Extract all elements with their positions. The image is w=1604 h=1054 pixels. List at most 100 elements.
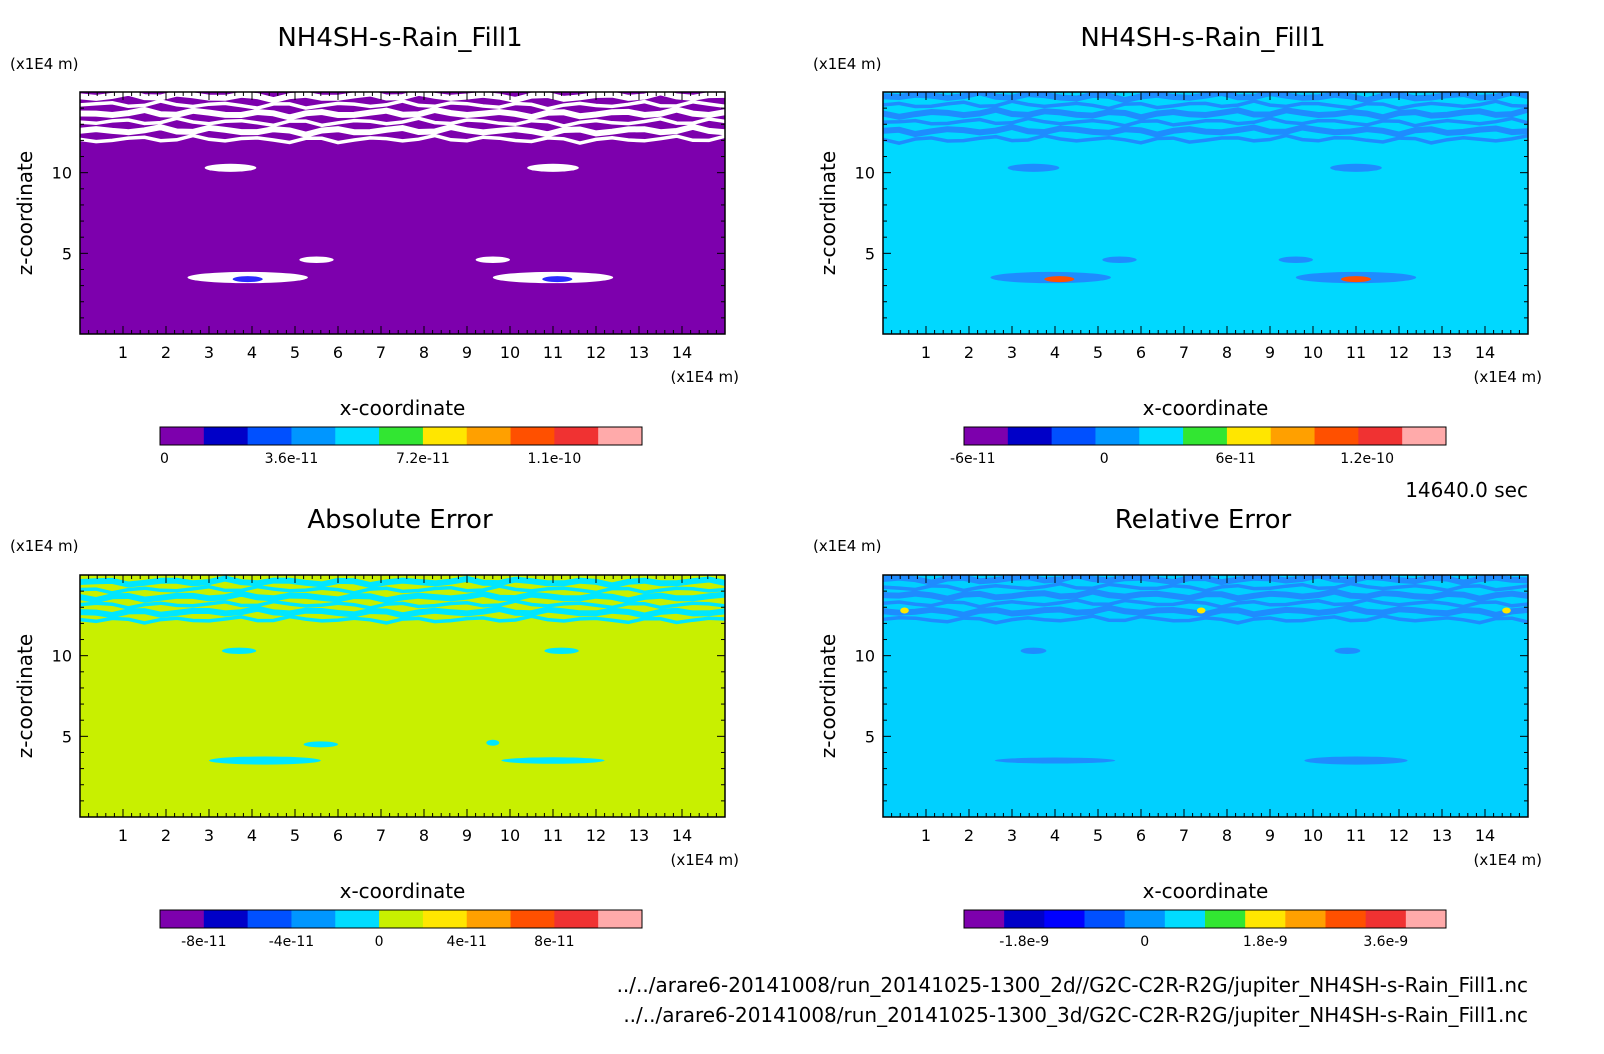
colorbar-swatch (422, 910, 468, 928)
chart-title: NH4SH-s-Rain_Fill1 (1080, 23, 1325, 53)
colorbar-swatch (1124, 910, 1166, 928)
x-tick-label: 10 (1303, 343, 1323, 362)
field-features (80, 92, 725, 284)
colorbar-label: 0 (1100, 451, 1109, 467)
colorbar-swatch (510, 910, 555, 928)
x-tick-label: 5 (290, 826, 300, 845)
colorbar-frame (963, 426, 1447, 446)
colorbar-label: 1.1e-10 (527, 451, 581, 467)
colorbar-swatch (203, 427, 249, 445)
colorbar-label: 7.2e-11 (396, 451, 450, 467)
x-tick-label: 8 (1222, 826, 1232, 845)
colorbar-swatch (598, 427, 643, 445)
band-streak (80, 133, 725, 145)
x-tick-label: 10 (500, 343, 520, 362)
x-tick-label: 13 (1432, 343, 1452, 362)
colorbar-label: 0 (1140, 934, 1149, 950)
x-tick-label: 11 (543, 826, 563, 845)
field-features (80, 575, 725, 765)
colorbar-label: -4e-11 (269, 934, 314, 950)
x-tick-label: 2 (964, 826, 974, 845)
y-tick-label: 10 (52, 164, 72, 183)
y-tick-label: 10 (855, 647, 875, 666)
colorbar-swatch (1095, 427, 1140, 445)
plot-frame (79, 574, 726, 818)
band-streak (883, 116, 1528, 128)
colorbar-label: 6e-11 (1215, 451, 1255, 467)
x-tick-label: 14 (1475, 826, 1495, 845)
x-tick-label: 3 (204, 826, 214, 845)
x-unit-label: (x1E4 m) (670, 368, 739, 386)
x-tick-label: 10 (500, 826, 520, 845)
x-tick-label: 14 (672, 343, 692, 362)
band-streak (80, 584, 725, 595)
field-blob (299, 256, 334, 264)
x-tick-label: 6 (1136, 343, 1146, 362)
colorbar-swatch (379, 427, 424, 445)
file-path-2: ../../arare6-20141008/run_20141025-1300_… (623, 1003, 1528, 1027)
file-path-1: ../../arare6-20141008/run_20141025-1300_… (617, 973, 1528, 997)
x-tick-label: 8 (419, 343, 429, 362)
colorbar-swatch (964, 427, 1009, 445)
colorbar-label: 8e-11 (534, 934, 574, 950)
colorbar-swatch (466, 910, 512, 928)
colorbar-swatch (291, 427, 336, 445)
colorbar-swatch (598, 910, 643, 928)
x-tick-label: 5 (290, 343, 300, 362)
field-blob (1102, 256, 1137, 264)
x-axis-label: x-coordinate (1143, 879, 1269, 903)
colorbar-swatch (335, 427, 380, 445)
colorbar-label: 0 (375, 934, 384, 950)
field-blob (475, 256, 510, 264)
x-tick-label: 7 (376, 343, 386, 362)
colorbar-swatch (1402, 427, 1447, 445)
x-tick-label: 14 (1475, 343, 1495, 362)
x-tick-label: 13 (1432, 826, 1452, 845)
colorbar-swatch (466, 427, 512, 445)
colorbar-label: -6e-11 (950, 451, 995, 467)
band-streak (883, 604, 1528, 618)
colorbar-label: 0 (160, 451, 169, 467)
colorbar-swatch (335, 910, 380, 928)
colorbar-frame (159, 909, 643, 929)
y-tick-label: 5 (62, 244, 72, 263)
colorbar-swatch (160, 910, 205, 928)
field-blob (527, 163, 579, 172)
field-blob (1340, 276, 1372, 283)
y-axis-label: z-coordinate (13, 151, 37, 275)
x-tick-label: 6 (1136, 826, 1146, 845)
colorbar-swatch (1051, 427, 1096, 445)
x-tick-label: 8 (1222, 343, 1232, 362)
band-streak (80, 605, 725, 619)
y-tick-label: 5 (865, 244, 875, 263)
field-blob (221, 647, 257, 655)
y-tick-label: 5 (62, 727, 72, 746)
field-blob (232, 276, 263, 283)
band-streak (883, 581, 1528, 593)
x-tick-label: 12 (586, 826, 606, 845)
x-tick-label: 5 (1093, 343, 1103, 362)
band-streak (80, 599, 725, 610)
x-axis-label: x-coordinate (340, 879, 466, 903)
panel-3: Absolute Error(x1E4 m)1 2 3 4 5 6 7 8 9 10 11 12 13 1… (10, 505, 739, 950)
x-unit-label: (x1E4 m) (670, 851, 739, 869)
y-axis-label: z-coordinate (816, 634, 840, 758)
colorbar-swatch (1314, 427, 1359, 445)
x-tick-label: 13 (629, 343, 649, 362)
x-tick-label: 9 (462, 826, 472, 845)
x-tick-label: 7 (1179, 343, 1189, 362)
colorbar-swatch (1007, 427, 1053, 445)
band-streak (80, 614, 725, 625)
y-unit-label: (x1E4 m) (10, 55, 79, 73)
colorbar-swatch (1285, 910, 1326, 928)
x-tick-label: 10 (1303, 826, 1323, 845)
x-tick-label: 3 (1007, 826, 1017, 845)
colorbar-swatch (964, 910, 1005, 928)
band-streak (883, 575, 1528, 586)
colorbar-swatch (1270, 427, 1316, 445)
field-blob (542, 276, 573, 283)
x-tick-label: 9 (1265, 343, 1275, 362)
field-blob (1007, 163, 1060, 172)
y-tick-label: 10 (855, 164, 875, 183)
